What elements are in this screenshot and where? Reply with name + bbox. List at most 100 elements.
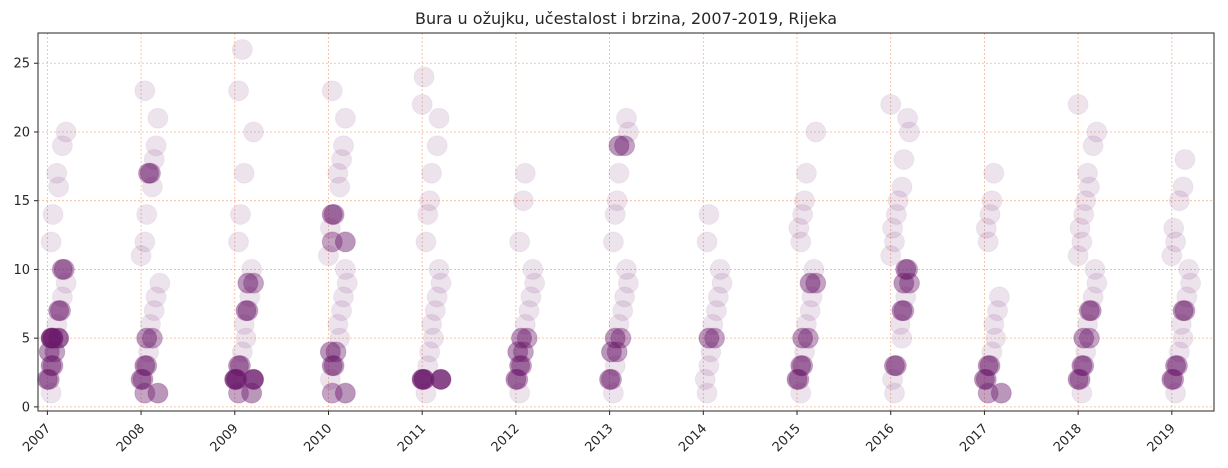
- data-point: [38, 368, 60, 390]
- data-point: [319, 368, 341, 390]
- y-axis: 0 5 10 15 20 25: [13, 57, 38, 415]
- data-point: [136, 203, 158, 225]
- data-point: [231, 38, 253, 60]
- data-point: [1180, 272, 1202, 294]
- data-point: [514, 313, 536, 335]
- data-point: [987, 300, 1009, 322]
- data-point: [700, 341, 722, 363]
- data-point: [797, 327, 819, 349]
- data-point: [895, 258, 917, 280]
- data-point: [794, 190, 816, 212]
- data-point: [975, 217, 997, 239]
- data-point: [430, 368, 452, 390]
- data-point: [891, 327, 913, 349]
- data-point: [415, 231, 437, 253]
- data-point: [321, 203, 343, 225]
- data-point: [233, 313, 255, 335]
- data-point: [511, 327, 533, 349]
- data-point: [48, 176, 70, 198]
- data-point: [413, 66, 435, 88]
- data-point: [897, 107, 919, 129]
- data-point: [1084, 258, 1106, 280]
- data-point: [411, 93, 433, 115]
- data-point: [1082, 286, 1104, 308]
- data-point: [1078, 300, 1100, 322]
- data-point: [1069, 368, 1091, 390]
- data-point: [421, 313, 443, 335]
- x-tick-label: 2018: [1051, 421, 1085, 455]
- data-point: [421, 162, 443, 184]
- data-point: [1086, 121, 1108, 143]
- data-point: [334, 258, 356, 280]
- data-point: [614, 286, 636, 308]
- data-point: [1170, 313, 1192, 335]
- data-point: [977, 355, 999, 377]
- data-point: [983, 313, 1005, 335]
- data-point: [617, 272, 639, 294]
- data-point: [893, 148, 915, 170]
- data-point: [51, 258, 73, 280]
- data-point: [332, 286, 354, 308]
- data-point: [898, 121, 920, 143]
- data-point: [795, 313, 817, 335]
- x-tick-label: 2013: [582, 421, 616, 455]
- data-point: [40, 382, 62, 404]
- data-point: [1076, 162, 1098, 184]
- x-tick-label: 2017: [957, 421, 991, 455]
- data-point: [805, 272, 827, 294]
- x-tick-label: 2016: [864, 421, 898, 455]
- data-point: [512, 341, 534, 363]
- data-point: [235, 300, 257, 322]
- data-point: [321, 231, 343, 253]
- data-point: [145, 135, 167, 157]
- data-point: [323, 203, 345, 225]
- data-point: [51, 135, 73, 157]
- data-point: [426, 286, 448, 308]
- data-point: [1165, 382, 1187, 404]
- data-point: [509, 231, 531, 253]
- data-point: [885, 355, 907, 377]
- data-point: [1161, 368, 1183, 390]
- data-point: [979, 203, 1001, 225]
- data-point: [334, 382, 356, 404]
- data-point: [505, 368, 527, 390]
- data-point: [329, 176, 351, 198]
- data-point: [143, 148, 165, 170]
- data-point: [891, 300, 913, 322]
- data-point: [419, 341, 441, 363]
- data-point: [1174, 148, 1196, 170]
- data-point: [795, 162, 817, 184]
- data-point: [705, 300, 727, 322]
- data-point: [1168, 190, 1190, 212]
- data-point: [608, 313, 630, 335]
- data-point: [524, 272, 546, 294]
- data-point: [614, 135, 636, 157]
- y-tick-label: 15: [13, 194, 30, 209]
- data-point: [49, 300, 71, 322]
- data-point: [55, 272, 77, 294]
- data-point: [317, 245, 339, 267]
- data-point: [229, 203, 251, 225]
- data-point: [1075, 341, 1097, 363]
- data-point: [334, 107, 356, 129]
- data-point: [1071, 382, 1093, 404]
- data-point: [512, 190, 534, 212]
- data-point: [1067, 368, 1089, 390]
- data-point: [983, 162, 1005, 184]
- data-point: [882, 217, 904, 239]
- plot-frame: [37, 32, 1215, 412]
- data-point: [430, 272, 452, 294]
- data-point: [617, 121, 639, 143]
- data-point: [141, 327, 163, 349]
- data-point: [327, 313, 349, 335]
- data-point: [319, 217, 341, 239]
- data-point: [698, 355, 720, 377]
- data-point: [132, 368, 154, 390]
- data-point: [788, 217, 810, 239]
- data-point: [507, 341, 529, 363]
- data-point: [331, 300, 353, 322]
- data-point: [51, 286, 73, 308]
- data-point: [801, 286, 823, 308]
- data-point: [792, 327, 814, 349]
